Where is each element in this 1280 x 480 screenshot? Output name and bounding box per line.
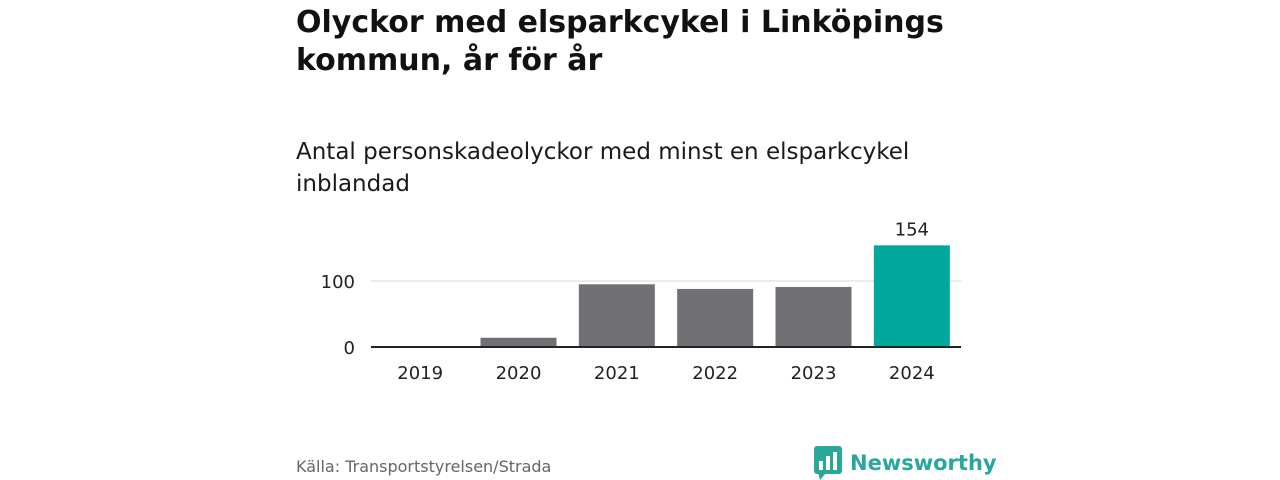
- x-tick-label-2020: 2020: [496, 363, 542, 384]
- newsworthy-logo-icon: [814, 446, 842, 480]
- x-tick-label-2021: 2021: [594, 363, 640, 384]
- data-label-2024: 154: [895, 219, 929, 240]
- x-tick-label-2023: 2023: [791, 363, 837, 384]
- chart-title: Olyckor med elsparkcykel i Linköpings ko…: [296, 5, 944, 78]
- newsworthy-logo: Newsworthy: [814, 446, 997, 480]
- y-tick-label-0: 0: [344, 338, 355, 359]
- bar-2023: [775, 286, 852, 347]
- x-tick-label-2022: 2022: [692, 363, 738, 384]
- brand-name: Newsworthy: [850, 451, 997, 475]
- bar-2022: [677, 288, 754, 347]
- source-note: Källa: Transportstyrelsen/Strada: [296, 457, 552, 476]
- bar-chart: 0 100 2019 2020 2021 2022 2023 2024 154: [321, 219, 961, 384]
- bar-2024: [873, 245, 950, 347]
- x-tick-label-2024: 2024: [889, 363, 935, 384]
- chart-subtitle: Antal personskadeolyckor med minst en el…: [296, 139, 910, 197]
- x-tick-label-2019: 2019: [397, 363, 443, 384]
- bar-2021: [578, 284, 655, 347]
- y-tick-label-100: 100: [321, 272, 355, 293]
- bar-2020: [480, 337, 557, 347]
